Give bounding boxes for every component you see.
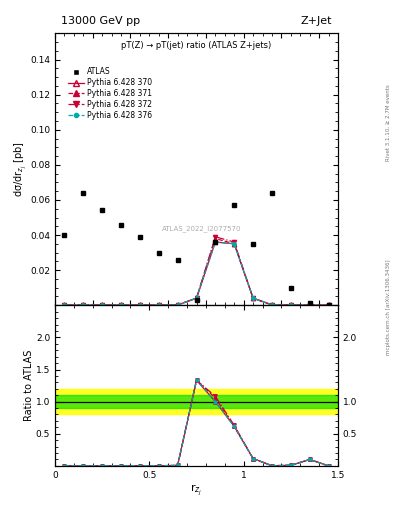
Y-axis label: dσ/dr$_{z_j}$ [pb]: dσ/dr$_{z_j}$ [pb] bbox=[13, 141, 29, 197]
Bar bbox=[55, 395, 338, 408]
Text: ATLAS_2022_I2077570: ATLAS_2022_I2077570 bbox=[162, 226, 242, 232]
Bar bbox=[55, 389, 338, 415]
Text: pT(Z) → pT(jet) ratio (ATLAS Z+jets): pT(Z) → pT(jet) ratio (ATLAS Z+jets) bbox=[121, 41, 272, 51]
Legend: ATLAS, Pythia 6.428 370, Pythia 6.428 371, Pythia 6.428 372, Pythia 6.428 376: ATLAS, Pythia 6.428 370, Pythia 6.428 37… bbox=[64, 65, 156, 123]
Text: mcplots.cern.ch [arXiv:1306.3436]: mcplots.cern.ch [arXiv:1306.3436] bbox=[386, 260, 391, 355]
Text: 13000 GeV pp: 13000 GeV pp bbox=[61, 16, 140, 27]
Y-axis label: Ratio to ATLAS: Ratio to ATLAS bbox=[24, 350, 35, 421]
Text: Z+Jet: Z+Jet bbox=[301, 16, 332, 27]
Text: Rivet 3.1.10, ≥ 2.7M events: Rivet 3.1.10, ≥ 2.7M events bbox=[386, 84, 391, 161]
X-axis label: r$_{z_j}$: r$_{z_j}$ bbox=[190, 482, 203, 498]
